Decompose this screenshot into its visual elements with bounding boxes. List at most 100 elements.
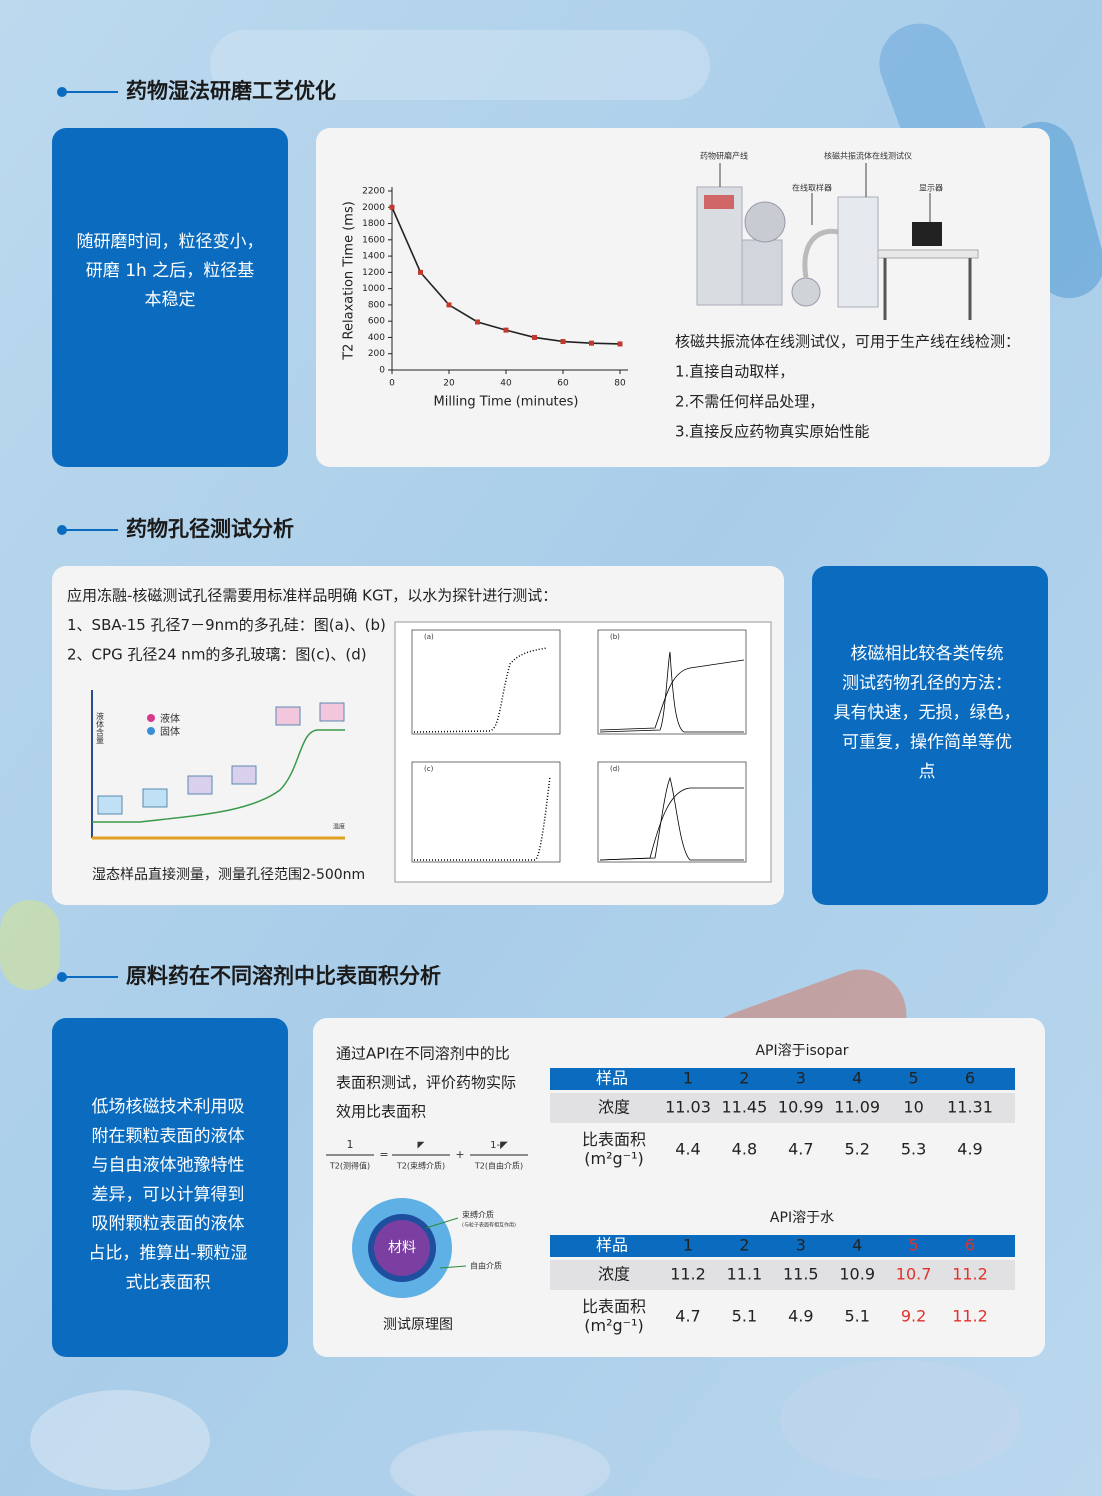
table-cell: 11.2 <box>952 1265 988 1284</box>
table-cell: 11.31 <box>947 1098 993 1117</box>
table-cell: 4.9 <box>788 1307 813 1326</box>
equipment-label: 显示器 <box>919 184 943 193</box>
y-tick-label: 1800 <box>362 219 385 229</box>
summary-line: 研磨 1h 之后，粒径基 <box>86 261 254 281</box>
table-cell: 10 <box>903 1098 923 1117</box>
table-cell: 11.5 <box>783 1265 819 1284</box>
data-point <box>532 334 537 340</box>
table-header-cell: 样品 <box>596 1236 628 1255</box>
content-panel <box>316 128 1050 467</box>
note-line: 2.不需任何样品处理， <box>675 393 824 411</box>
formula-part: 1-◤ <box>490 1140 508 1151</box>
table-cell: 4.7 <box>675 1307 700 1326</box>
intro-line: 通过API在不同溶剂中的比 <box>336 1045 510 1063</box>
summary-line: 式比表面积 <box>126 1273 211 1293</box>
table-title: API溶于水 <box>770 1210 834 1226</box>
formula-part: T2(测得值) <box>329 1161 370 1171</box>
table-row-label: 比表面积 <box>582 1130 646 1149</box>
table-title: API溶于isopar <box>755 1043 848 1059</box>
summary-line: 附在颗粒表面的液体 <box>92 1126 245 1146</box>
y-tick-label: 2200 <box>362 187 385 197</box>
panel-label: (c) <box>424 765 434 773</box>
table-header-cell: 1 <box>683 1069 693 1088</box>
data-point <box>418 269 423 275</box>
section-title: 原料药在不同溶剂中比表面积分析 <box>126 964 441 988</box>
summary-box <box>52 128 288 467</box>
table-row <box>550 1093 1015 1123</box>
table-cell: 5.3 <box>901 1140 926 1159</box>
intro-line: 应用冻融-核磁测试孔径需要用标准样品明确 KGT，以水为探针进行测试： <box>67 587 557 605</box>
data-point <box>446 302 452 308</box>
table-cell: 10.9 <box>839 1265 875 1284</box>
table-cell: 11.1 <box>727 1265 763 1284</box>
table-cell: 4.7 <box>788 1140 813 1159</box>
table-cell: 4.9 <box>957 1140 982 1159</box>
y-tick-label: 200 <box>368 349 385 359</box>
table-header-cell: 1 <box>683 1236 693 1255</box>
table-row <box>550 1260 1015 1290</box>
illustration-axis-label: 温度 <box>333 823 345 831</box>
equipment-label: 在线取样器 <box>792 183 832 193</box>
table-cell: 4.8 <box>732 1140 757 1159</box>
y-tick-label: 1600 <box>362 235 385 245</box>
summary-line: 占比，推算出-颗粒湿 <box>88 1244 247 1264</box>
equipment-label: 核磁共振流体在线测试仪 <box>824 151 912 161</box>
summary-box <box>812 566 1048 905</box>
y-axis-label: T2 Relaxation Time (ms) <box>342 201 357 361</box>
principle-diagram <box>352 1198 467 1298</box>
legend-label: 固体 <box>160 726 180 738</box>
legend-label: 液体 <box>160 712 180 725</box>
table-header-cell: 样品 <box>596 1069 628 1088</box>
table-cell: 11.45 <box>721 1098 767 1117</box>
formula-part: + <box>455 1148 464 1161</box>
summary-line: 可重复，操作简单等优 <box>842 733 1012 753</box>
table-header <box>550 1235 1015 1257</box>
table-header-cell: 5 <box>909 1069 919 1088</box>
y-tick-label: 800 <box>368 300 385 310</box>
equipment-label: 药物研磨产线 <box>700 151 748 161</box>
x-tick-label: 20 <box>443 379 455 389</box>
data-point <box>475 319 480 325</box>
y-tick-label: 1000 <box>362 284 385 294</box>
section-header: 原料药在不同溶剂中比表面积分析 <box>57 964 441 988</box>
table-header-cell: 2 <box>739 1069 749 1088</box>
table-header-cell: 4 <box>852 1069 862 1088</box>
summary-line: 吸附颗粒表面的液体 <box>92 1214 245 1234</box>
table-header-cell: 4 <box>852 1236 862 1255</box>
table-cell: 5.1 <box>844 1307 869 1326</box>
x-tick-label: 60 <box>557 379 569 389</box>
diagram-caption: 测试原理图 <box>383 1317 453 1333</box>
data-point <box>389 204 395 210</box>
table-cell: 9.2 <box>901 1307 926 1326</box>
diagram-label: 材料 <box>388 1240 416 1256</box>
summary-line: 差异，可以计算得到 <box>92 1185 245 1205</box>
equipment-illustration <box>696 163 979 320</box>
summary-box <box>52 1018 288 1357</box>
note-line: 1.直接自动取样， <box>675 363 794 381</box>
table-cell: 11.2 <box>670 1265 706 1284</box>
formula-part: ◤ <box>418 1141 425 1151</box>
table-row-label: 浓度 <box>598 1265 630 1284</box>
diagram-label: 自由介质 <box>470 1261 502 1271</box>
y-tick-label: 1400 <box>362 252 385 262</box>
intro-line: 2、CPG 孔径24 nm的多孔玻璃：图(c)、(d) <box>67 646 367 664</box>
section-title: 药物湿法研磨工艺优化 <box>126 79 336 103</box>
table-header <box>550 1068 1015 1090</box>
table-header-cell: 6 <box>965 1236 975 1255</box>
table-header-cell: 3 <box>796 1069 806 1088</box>
table-row-label: (m²g⁻¹) <box>584 1316 644 1335</box>
formula-part: T2(自由介质) <box>474 1161 523 1171</box>
table-header-cell: 6 <box>965 1069 975 1088</box>
x-tick-label: 80 <box>614 379 626 389</box>
y-tick-label: 1200 <box>362 268 385 278</box>
table-row-label: 比表面积 <box>582 1297 646 1316</box>
note-line: 3.直接反应药物真实原始性能 <box>675 423 869 441</box>
summary-line: 点 <box>919 762 936 782</box>
table-header-cell: 3 <box>796 1236 806 1255</box>
x-tick-label: 40 <box>500 379 512 389</box>
table-cell: 11.09 <box>834 1098 880 1117</box>
summary-line: 低场核磁技术利用吸 <box>92 1097 245 1117</box>
summary-line: 与自由液体弛豫特性 <box>92 1156 245 1176</box>
panel-label: (b) <box>610 633 620 641</box>
